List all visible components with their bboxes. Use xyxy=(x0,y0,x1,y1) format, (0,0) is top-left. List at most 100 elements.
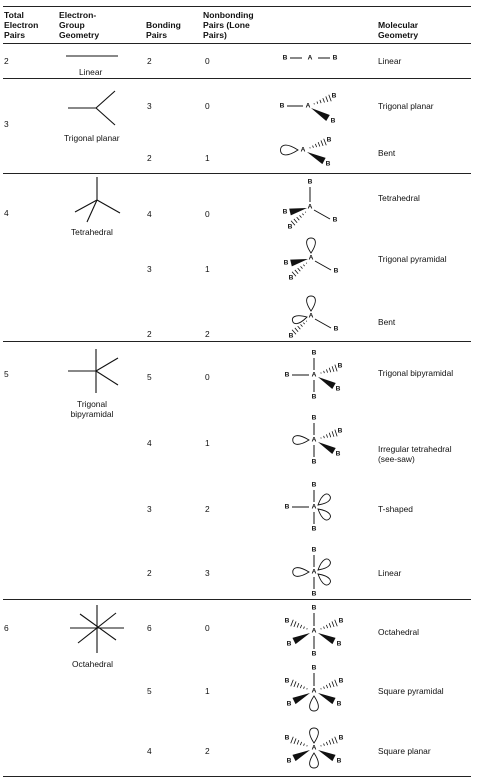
bond-wedge xyxy=(311,108,330,122)
bond-hash xyxy=(290,679,294,687)
atom-b: B xyxy=(338,428,343,435)
atom-b: B xyxy=(285,504,290,511)
atom-a: A xyxy=(309,255,314,262)
electron-geometry-linear: Linear xyxy=(79,67,103,77)
bond-hash xyxy=(325,96,329,103)
molecular-geometry-label: Trigonal planar xyxy=(378,101,434,111)
bond-hash xyxy=(297,325,301,330)
atom-b: B xyxy=(338,363,343,370)
molecular-geometry-label: Tetrahedral xyxy=(378,193,420,203)
bond-hash xyxy=(302,213,304,216)
bonding-count: 3 xyxy=(147,101,152,111)
bond-hash xyxy=(297,267,301,272)
atom-a: A xyxy=(312,688,317,695)
lone-pair-count: 2 xyxy=(205,746,210,756)
lone-pair-lobe xyxy=(309,695,319,712)
rule-group-5 xyxy=(3,599,471,600)
lone-pair-lobe xyxy=(317,493,331,506)
bond-hash xyxy=(303,743,305,746)
bond-hash xyxy=(334,736,338,744)
bond-hash xyxy=(334,429,338,437)
bond-hash xyxy=(293,218,298,223)
bond-hash xyxy=(303,686,305,689)
lone-pair-count: 1 xyxy=(205,686,210,696)
atom-a: A xyxy=(312,372,317,379)
bond-hash xyxy=(296,623,300,628)
lone-pair-count: 1 xyxy=(205,153,210,163)
atom-b: B xyxy=(337,701,342,708)
bond-hash xyxy=(323,686,325,689)
lone-pair-lobe xyxy=(309,727,319,744)
bond-hash xyxy=(305,320,308,322)
bond-hash xyxy=(331,738,335,745)
rule-group-4 xyxy=(3,341,471,342)
bond-hash xyxy=(316,101,319,104)
lone-pair-count: 0 xyxy=(205,101,210,111)
molecular-geometry-label: Trigonal pyramidal xyxy=(378,254,447,264)
bond-hash xyxy=(328,432,332,438)
trigonal-bipyramidal-geometry-sketch xyxy=(68,349,119,393)
atom-b: B xyxy=(289,333,294,340)
atom-a: A xyxy=(312,569,317,576)
bond-hash xyxy=(291,271,297,277)
lone-pair-lobe xyxy=(292,435,310,445)
header-nonbonding-pairs: Nonbonding Pairs (Lone Pairs) xyxy=(203,10,254,40)
bond-wedge xyxy=(289,208,307,216)
lone-pair-count: 2 xyxy=(205,504,210,514)
bonding-count: 2 xyxy=(147,56,152,66)
total-pairs-5: 5 xyxy=(4,369,9,379)
molecular-geometry-label: Trigonal bipyramidal xyxy=(378,368,454,378)
bond-wedge xyxy=(307,152,326,165)
bond-hash xyxy=(326,434,328,438)
header-total-electron-pairs: Total Electron Pairs xyxy=(4,10,39,40)
atom-b: B xyxy=(334,326,339,333)
bonding-count: 2 xyxy=(147,568,152,578)
bond-hash xyxy=(299,215,302,218)
bond-wedge xyxy=(290,259,308,267)
atom-b: B xyxy=(287,758,292,765)
bond-hash xyxy=(334,364,338,372)
lone-pair-count: 1 xyxy=(205,264,210,274)
bonding-count: 6 xyxy=(147,623,152,633)
molecular-geometry-label: Linear xyxy=(378,56,402,66)
lone-pair-count: 0 xyxy=(205,209,210,219)
molecular-geometry-label: Square pyramidal xyxy=(378,686,444,696)
bond-hash xyxy=(303,264,305,267)
atom-b: B xyxy=(327,137,332,144)
trigonal-planar-geometry-sketch xyxy=(68,90,116,126)
bond-hash xyxy=(334,679,338,687)
bond-hash xyxy=(325,741,329,746)
atom-b: B xyxy=(336,451,341,458)
total-pairs-3: 3 xyxy=(4,119,9,129)
bonding-count: 3 xyxy=(147,504,152,514)
bond-hash xyxy=(328,367,332,373)
bond-hash xyxy=(331,681,335,688)
atom-a: A xyxy=(306,103,311,110)
bond-hash xyxy=(322,98,325,103)
bond-hash xyxy=(328,683,332,688)
lone-pair-count: 0 xyxy=(205,56,210,66)
bond-wedge xyxy=(318,377,336,390)
atom-b: B xyxy=(339,678,344,685)
bond-hash xyxy=(328,94,332,102)
bond-hash xyxy=(305,262,308,264)
bond-hash xyxy=(334,619,338,627)
bond-hash xyxy=(291,329,297,335)
lone-pair-count: 0 xyxy=(205,623,210,633)
bond-hash xyxy=(323,626,325,629)
molecular-geometry-label: Octahedral xyxy=(378,627,419,637)
bond-hash xyxy=(331,621,335,628)
header-electron-group-geometry: Electron- Group Geometry xyxy=(59,10,100,40)
lone-pair-lobe xyxy=(306,237,316,254)
bond-wedge xyxy=(292,750,310,762)
bond-hash xyxy=(323,138,327,146)
total-pairs-4: 4 xyxy=(4,208,9,218)
atom-b: B xyxy=(337,641,342,648)
lone-pair-lobe xyxy=(317,558,331,571)
atom-b: B xyxy=(312,547,317,554)
bond-line xyxy=(314,260,332,271)
atom-b: B xyxy=(312,526,317,533)
bonding-count: 4 xyxy=(147,209,152,219)
bonding-count: 2 xyxy=(147,153,152,163)
